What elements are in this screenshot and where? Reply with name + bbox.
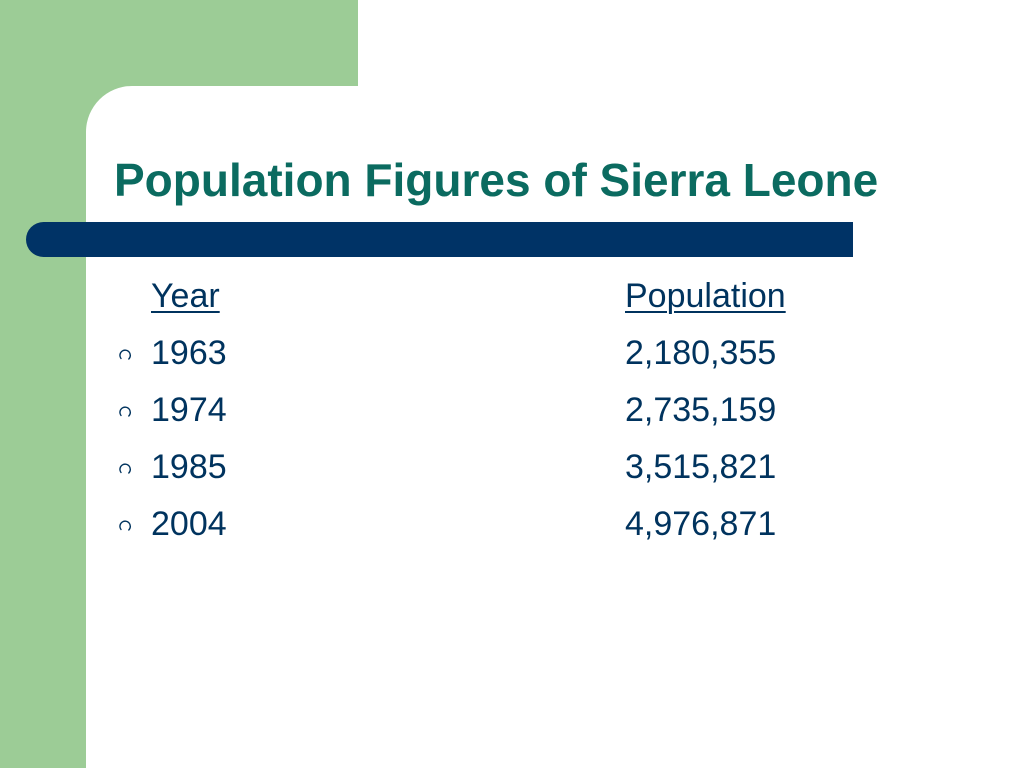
population-cell: 2,180,355 xyxy=(625,334,777,372)
title-underline-bar xyxy=(26,222,853,257)
table-header-row: Year Population xyxy=(114,270,874,327)
population-cell: 4,976,871 xyxy=(625,505,777,543)
circle-bullet-icon xyxy=(118,348,132,362)
year-cell: 1985 xyxy=(151,448,227,486)
circle-bullet-icon xyxy=(118,519,132,533)
content-panel xyxy=(86,86,1024,768)
circle-bullet-icon xyxy=(118,462,132,476)
year-column-header: Year xyxy=(151,277,220,315)
population-cell: 2,735,159 xyxy=(625,391,777,429)
table-row: 1963 2,180,355 xyxy=(114,327,874,384)
population-cell: 3,515,821 xyxy=(625,448,777,486)
population-table: Year Population 1963 2,180,355 1974 2,73… xyxy=(114,270,874,555)
population-column-header: Population xyxy=(625,277,786,315)
table-row: 1985 3,515,821 xyxy=(114,441,874,498)
year-cell: 1963 xyxy=(151,334,227,372)
year-cell: 2004 xyxy=(151,505,227,543)
slide-title: Population Figures of Sierra Leone xyxy=(114,154,879,206)
table-row: 2004 4,976,871 xyxy=(114,498,874,555)
circle-bullet-icon xyxy=(118,405,132,419)
table-row: 1974 2,735,159 xyxy=(114,384,874,441)
year-cell: 1974 xyxy=(151,391,227,429)
